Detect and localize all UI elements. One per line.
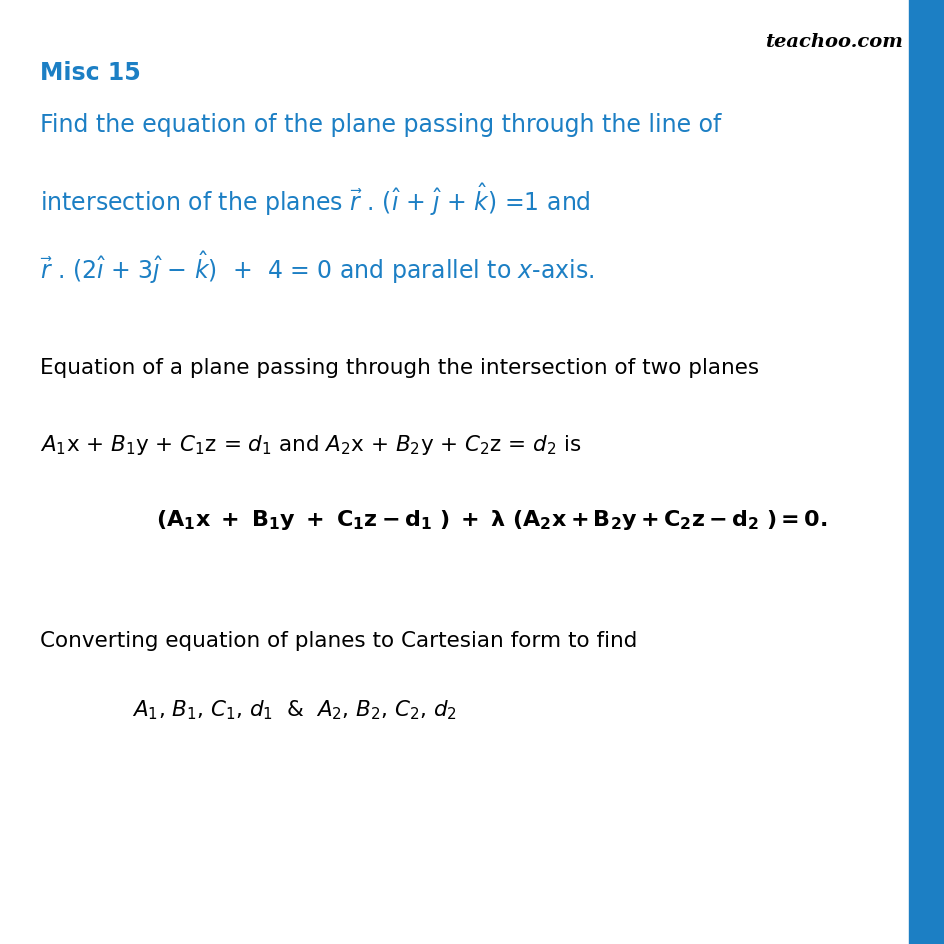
Text: Equation of a plane passing through the intersection of two planes: Equation of a plane passing through the … [40,358,758,378]
Bar [908,0,944,944]
Text: $\vec{r}$ . $(2\hat{\imath}$ + $3\hat{\jmath}$ $-$ $\hat{k})$  +  4 = 0 and para: $\vec{r}$ . $(2\hat{\imath}$ + $3\hat{\j… [40,249,594,286]
Text: teachoo.com: teachoo.com [764,33,902,51]
Text: intersection of the planes $\vec{r}$ . $(\hat{\imath}$ + $\hat{\jmath}$ + $\hat{: intersection of the planes $\vec{r}$ . $… [40,181,590,218]
Text: Find the equation of the plane passing through the line of: Find the equation of the plane passing t… [40,113,720,137]
Text: $A_1$, $B_1$, $C_1$, $d_1$  &  $A_2$, $B_2$, $C_2$, $d_2$: $A_1$, $B_1$, $C_1$, $d_1$ & $A_2$, $B_2… [132,698,457,721]
Text: Converting equation of planes to Cartesian form to find: Converting equation of planes to Cartesi… [40,630,636,649]
Text: $A_1$x + $B_1$y + $C_1$z = $d_1$ and $A_2$x + $B_2$y + $C_2$z = $d_2$ is: $A_1$x + $B_1$y + $C_1$z = $d_1$ and $A_… [40,432,581,457]
Text: Misc 15: Misc 15 [40,61,141,85]
Text: $\mathbf{(A_1x\ +\ B_1y\ +\ C_1z - d_1\ )\ +\ \lambda\ (A_2x + B_2y + C_2z - d_2: $\mathbf{(A_1x\ +\ B_1y\ +\ C_1z - d_1\ … [156,508,826,531]
